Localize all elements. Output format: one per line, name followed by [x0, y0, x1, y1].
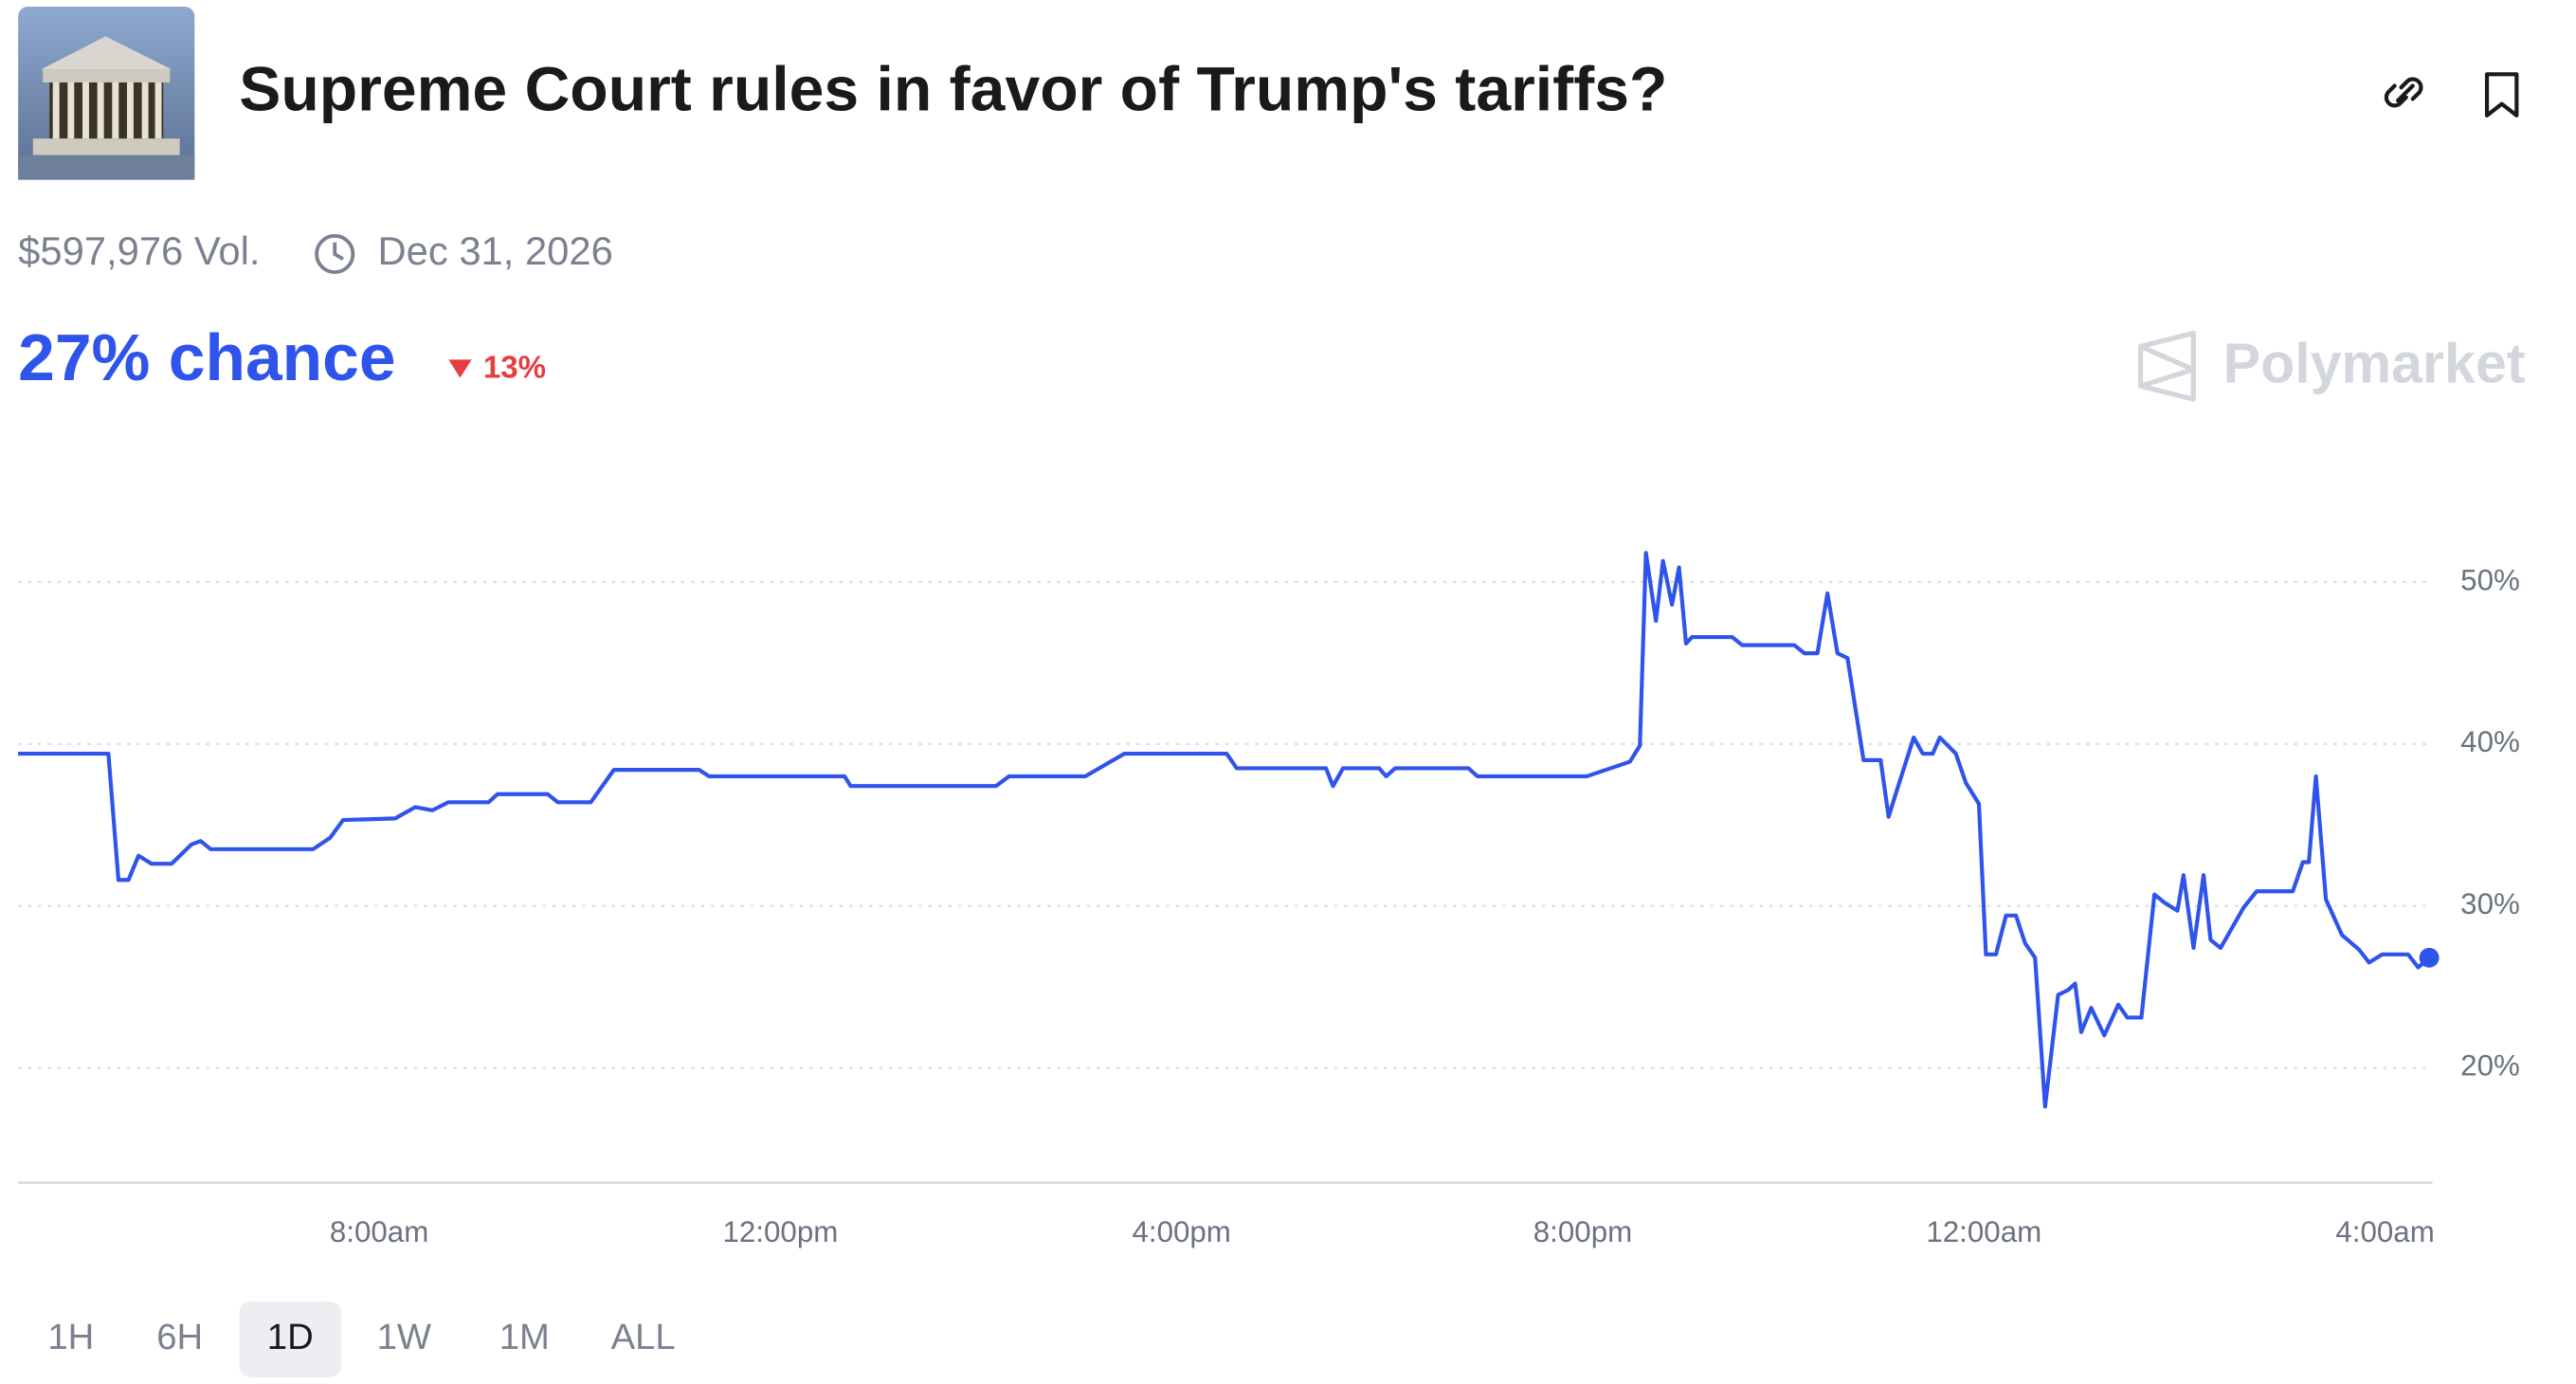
range-button[interactable]: 1D: [267, 1317, 314, 1357]
range-button[interactable]: 1W: [377, 1317, 431, 1357]
x-tick-label: 8:00pm: [1533, 1215, 1632, 1248]
range-selected-bg: [239, 1301, 342, 1378]
chance-label: 27% chance: [18, 320, 395, 394]
brand-logo: [2138, 330, 2196, 402]
range-button[interactable]: 6H: [156, 1317, 203, 1357]
clock-icon: [315, 233, 355, 275]
chart: 20% 30% 40% 50% 8:00am 12:00pm 4:00pm 8:00pm 12:…: [18, 551, 2520, 1248]
price-line: [18, 551, 2431, 1109]
x-tick-label: 4:00pm: [1132, 1215, 1230, 1248]
brand-name: Polymarket: [2223, 332, 2526, 395]
volume: $597,976 Vol.: [18, 228, 260, 273]
bookmark-button[interactable]: [2484, 72, 2519, 118]
y-tick-label: 40%: [2460, 725, 2520, 758]
x-tick-label: 8:00am: [330, 1215, 428, 1248]
last-point: [2419, 947, 2440, 968]
market-image: [18, 6, 195, 180]
range-selector: 1H 6H 1D 1W 1M ALL: [47, 1301, 676, 1378]
copy-link-button[interactable]: [2384, 77, 2423, 108]
y-tick-label: 50%: [2460, 563, 2520, 596]
x-tick-label: 12:00am: [1926, 1215, 2041, 1248]
market-title: Supreme Court rules in favor of Trump's …: [239, 55, 1667, 125]
y-tick-label: 30%: [2460, 887, 2520, 920]
range-button[interactable]: 1H: [47, 1317, 94, 1357]
chance-change: 13%: [483, 351, 546, 386]
y-tick-label: 20%: [2460, 1049, 2520, 1083]
range-button[interactable]: ALL: [611, 1317, 676, 1357]
x-tick-label: 12:00pm: [722, 1215, 838, 1248]
end-date: Dec 31, 2026: [377, 228, 612, 273]
x-tick-label: 4:00am: [2335, 1215, 2434, 1248]
range-button[interactable]: 1M: [499, 1317, 550, 1357]
down-arrow: [448, 359, 472, 378]
